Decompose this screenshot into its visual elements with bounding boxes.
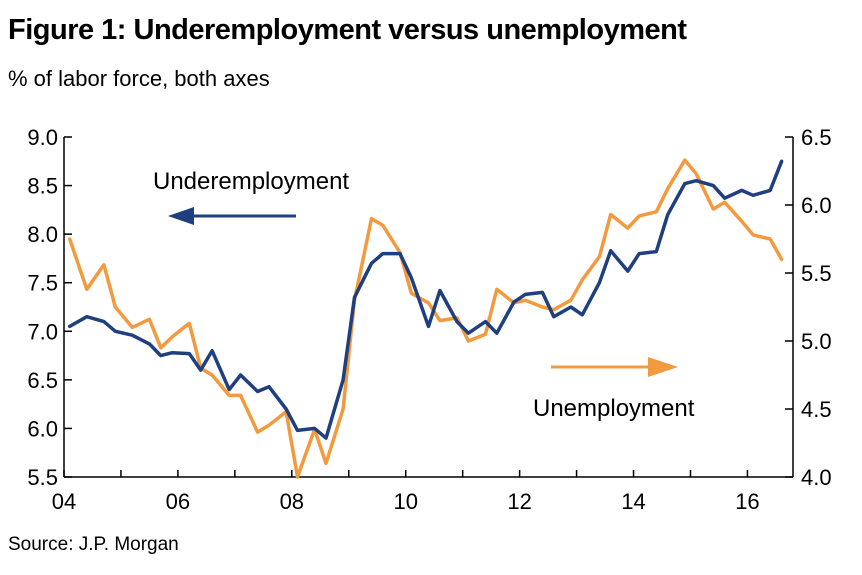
x-tick-label: 04	[52, 489, 76, 514]
x-tick-label: 10	[393, 489, 417, 514]
right-tick-label: 6.5	[801, 125, 832, 150]
underemployment-line	[67, 159, 784, 440]
chart-series	[67, 158, 784, 479]
left-tick-label: 6.5	[27, 368, 58, 393]
x-tick-label: 14	[621, 489, 645, 514]
x-tick-label: 16	[735, 489, 759, 514]
right-tick-label: 4.0	[801, 465, 832, 490]
unemployment-line	[67, 158, 784, 479]
chart-axes: 5.5 6.0 6.5 7.0 7.5 8.0 8.5 9.0 4.0 4.5 5.0 5.5 6.0 6…	[27, 125, 831, 514]
left-tick-label: 5.5	[27, 465, 58, 490]
x-tick-label: 12	[507, 489, 531, 514]
left-tick-label: 7.5	[27, 271, 58, 296]
left-arrow-head	[168, 207, 194, 225]
left-tick-label: 8.0	[27, 222, 58, 247]
left-tick-label: 9.0	[27, 125, 58, 150]
x-tick-label: 06	[166, 489, 190, 514]
chart-source: Source: J.P. Morgan	[8, 534, 179, 555]
left-tick-label: 7.0	[27, 319, 58, 344]
right-tick-label: 5.5	[801, 261, 832, 286]
right-arrow-head	[648, 357, 678, 377]
chart-annotations: Underemployment Unemployment	[153, 168, 695, 422]
right-tick-label: 6.0	[801, 193, 832, 218]
left-tick-label: 8.5	[27, 174, 58, 199]
chart-title: Figure 1: Underemployment versus unemplo…	[8, 14, 687, 46]
unemployment-label: Unemployment	[533, 395, 695, 422]
chart-subtitle: % of labor force, both axes	[8, 66, 270, 91]
underemployment-label: Underemployment	[153, 168, 349, 195]
right-tick-label: 5.0	[801, 329, 832, 354]
right-tick-label: 4.5	[801, 397, 832, 422]
left-tick-label: 6.0	[27, 416, 58, 441]
x-tick-label: 08	[280, 489, 304, 514]
